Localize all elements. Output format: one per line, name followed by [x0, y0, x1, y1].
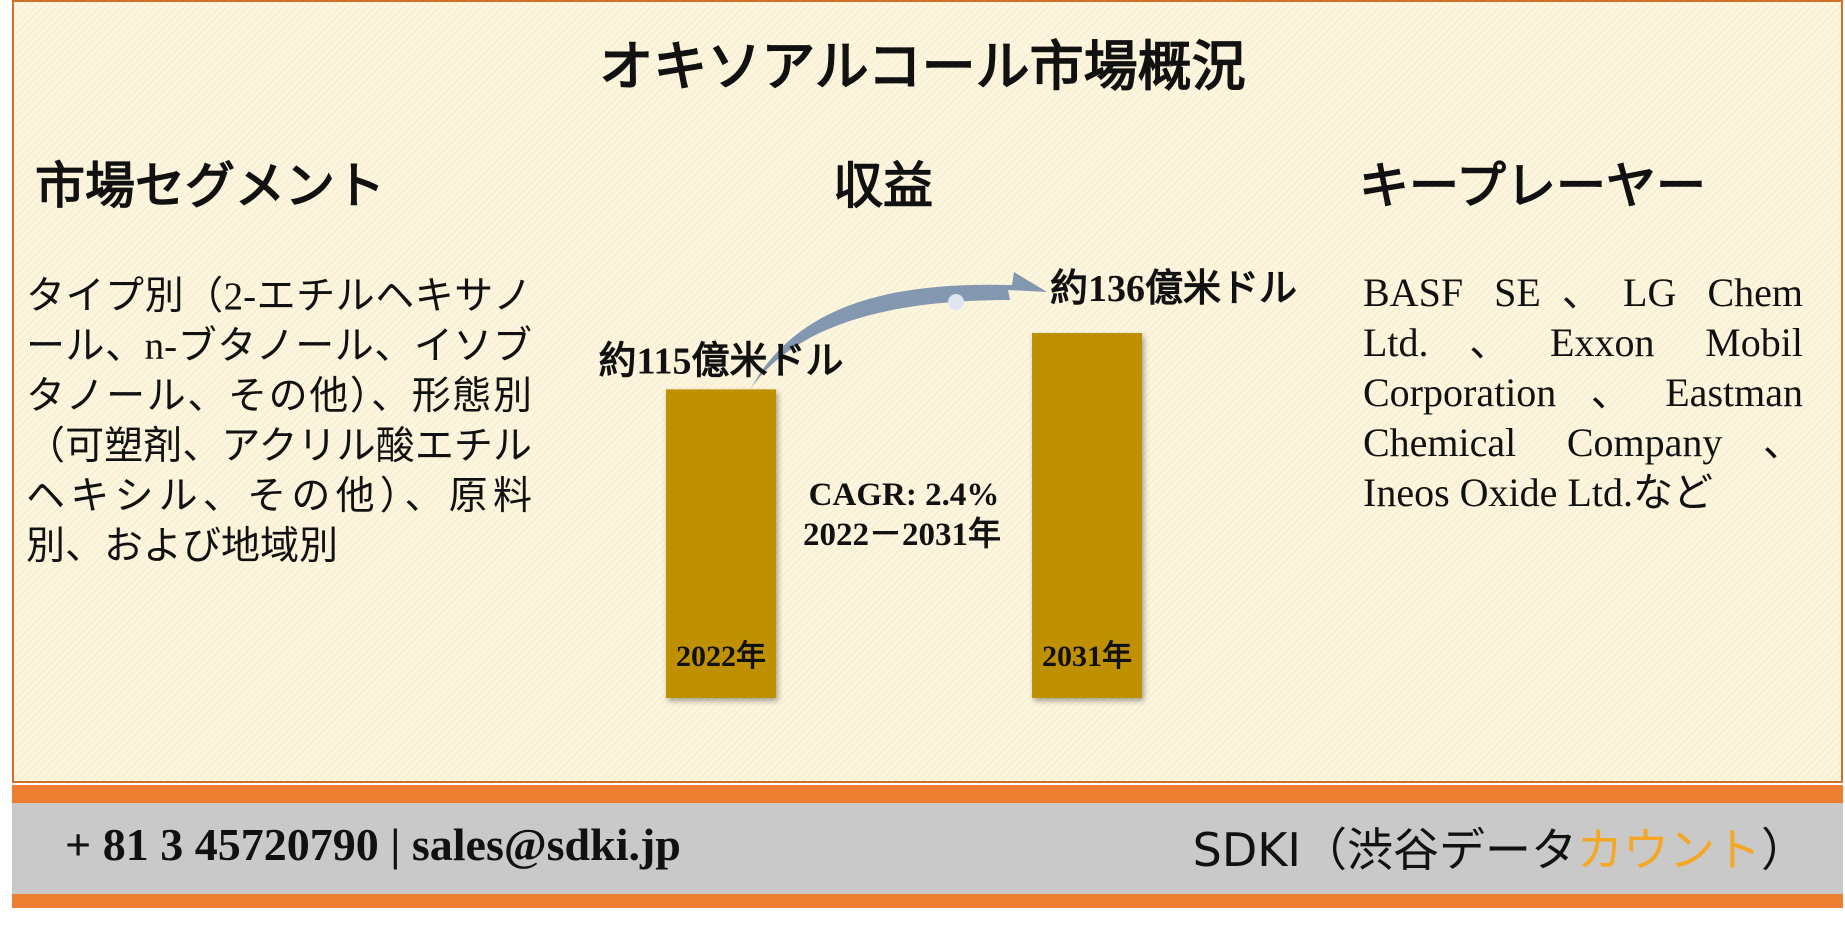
bar-year: 2031年: [1042, 640, 1132, 673]
bar-value-label: 約115億米ドル: [599, 340, 844, 382]
revenue-heading: 収益: [833, 158, 933, 214]
bar-year: 2022年: [676, 640, 766, 673]
players-heading: キープレーヤー: [1359, 158, 1706, 214]
footer-band-bottom: [12, 894, 1843, 908]
brand-text: SDKI（渋谷データ: [1192, 823, 1577, 877]
bar: [666, 389, 776, 698]
bar-value-label: 約136億米ドル: [1050, 268, 1297, 310]
revenue-chart: 2022年 約115億米ドル 2031年 約136億米ドル CAGR: 2.4%2022…: [599, 268, 1297, 698]
segments-text: タイプ別（2-エチルヘキサノール、n-ブタノール、イソブタノール、その他）、形態…: [26, 275, 532, 568]
cagr: CAGR: 2.4%: [809, 477, 1000, 513]
brand-text: ）: [1761, 823, 1807, 877]
bar: [1032, 333, 1142, 698]
brand-accent: カウント: [1577, 823, 1761, 877]
growth-arrow: [751, 272, 1047, 388]
panel: [12, 0, 1843, 783]
footer-band-top: [12, 785, 1843, 803]
segments-heading: 市場セグメント: [35, 158, 385, 214]
cagr-period: 2022－2031年: [803, 516, 1001, 553]
contact: + 81 3 45720790 | sales@sdki.jp: [65, 819, 681, 870]
brand: SDKI（渋谷データカウント）: [1193, 814, 1807, 880]
arrow-dot: [948, 294, 964, 310]
footer-band: [12, 803, 1843, 894]
title: オキソアルコール市場概況: [599, 37, 1246, 97]
players-text: BASF SE、LG Chem Ltd.、Exxon Mobil Corpora…: [1363, 270, 1803, 515]
